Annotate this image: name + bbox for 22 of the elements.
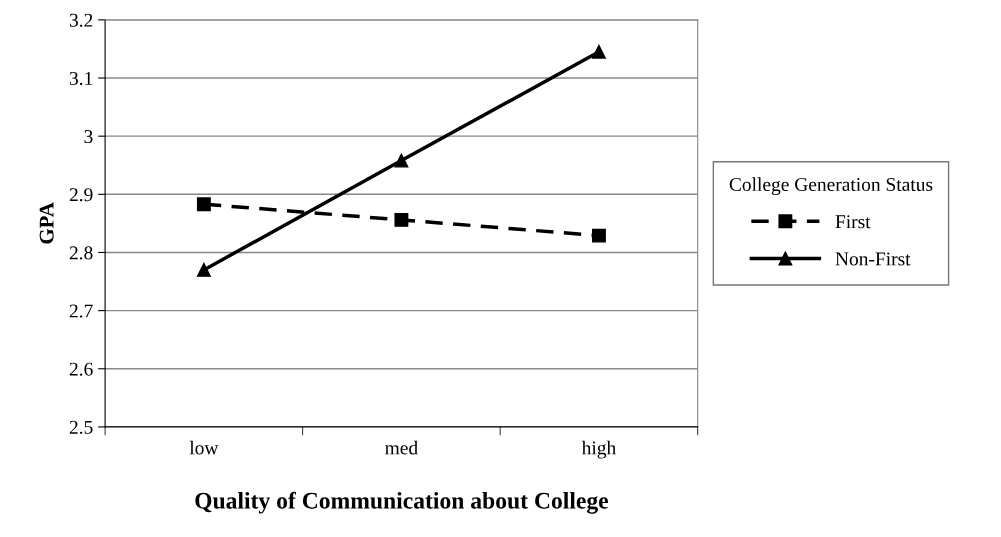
point	[196, 197, 211, 212]
y-tick-label: 2.7	[69, 304, 93, 318]
y-tick-label: 3.1	[69, 71, 93, 86]
legend-title: College Generation Status	[729, 177, 933, 196]
y-tick-label: 2.6	[69, 362, 93, 376]
y-axis-title: GPA	[39, 202, 54, 244]
point	[591, 228, 606, 243]
x-tick-label: med	[385, 440, 418, 455]
point	[591, 44, 606, 59]
legend-label: First	[835, 215, 871, 229]
point	[394, 153, 409, 168]
y-tick-label: 3	[84, 130, 93, 144]
legend-label: Non-First	[835, 252, 911, 266]
point	[196, 262, 211, 277]
y-tick-label: 2.8	[69, 246, 93, 260]
y-tick-label: 3.2	[69, 13, 93, 27]
x-tick-label: low	[189, 440, 219, 455]
y-tick-label: 2.5	[69, 420, 93, 434]
y-tick-label: 2.9	[69, 188, 93, 202]
point	[394, 212, 409, 227]
x-axis-title: Quality of Communication about College	[195, 491, 609, 514]
x-tick-label: high	[581, 440, 616, 459]
